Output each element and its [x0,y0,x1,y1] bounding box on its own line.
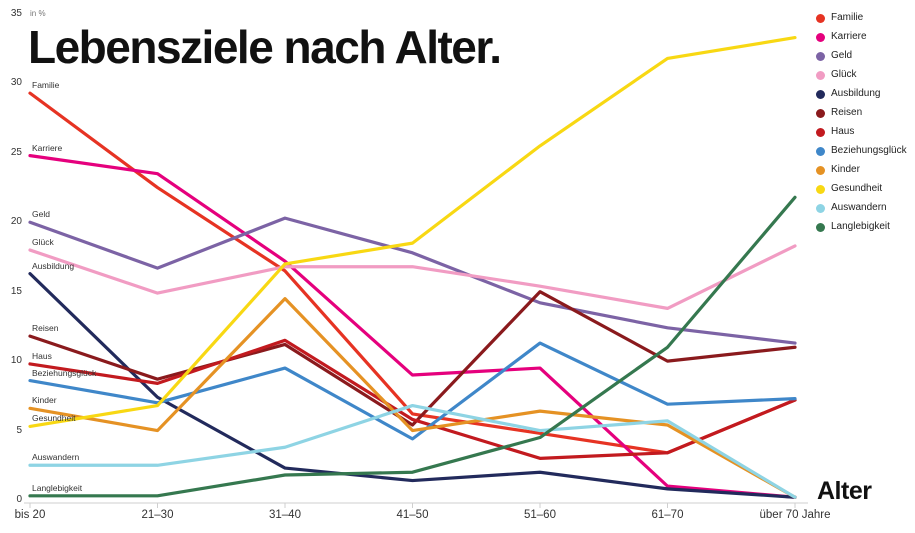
y-axis-tick-label: 20 [10,216,22,228]
legend-label: Geld [831,50,853,61]
y-axis-tick-label: 35 [10,8,22,19]
series-start-label-beziehungsglueck: Beziehungsglück [32,367,97,378]
legend-item-langlebigkeit: Langlebigkeit [816,222,907,232]
y-axis-tick-label: 10 [10,355,22,367]
legend-label: Beziehungsglück [831,145,907,156]
y-axis-tick-label: 30 [10,77,22,89]
legend-item-reisen: Reisen [816,108,907,118]
legend-label: Ausbildung [831,88,881,99]
legend-item-familie: Familie [816,13,907,23]
legend-dot-icon [816,146,825,156]
legend-dot-icon [816,222,825,232]
series-start-label-auswandern: Auswandern [32,452,80,463]
x-axis-label: 31–40 [269,509,301,521]
line-auswandern [28,403,797,499]
y-axis-tick-label: 15 [10,285,22,297]
series-start-label-gesundheit: Gesundheit [32,413,76,424]
legend-item-glueck: Glück [816,70,907,80]
line-geld [28,216,797,345]
legend-label: Reisen [831,107,863,118]
legend-item-beziehungsglueck: Beziehungsglück [816,146,907,156]
legend-item-karriere: Karriere [816,32,907,42]
x-axis-title: Alter [817,477,872,505]
x-axis-label: bis 20 [14,509,46,521]
x-axis-label: 41–50 [396,509,429,521]
legend-dot-icon [816,51,825,61]
legend-dot-icon [816,32,825,42]
legend-label: Gesundheit [831,183,883,194]
legend-label: Auswandern [831,202,887,213]
line-karriere [28,154,797,499]
y-axis-tick-label: 25 [10,146,22,158]
legend: Familie Karriere Geld Glück Ausbildung Reisen… [816,13,907,232]
series-start-label-geld: Geld [32,209,50,220]
x-axis-label: 51–60 [524,509,556,521]
line-gesundheit [28,36,797,429]
line-reisen [28,290,797,427]
series-start-label-karriere: Karriere [32,142,63,153]
line-glueck [28,244,797,310]
legend-dot-icon [816,184,825,194]
legend-dot-icon [816,127,825,137]
series-start-label-haus: Haus [32,350,52,361]
y-axis-tick-label: 5 [16,424,22,436]
legend-dot-icon [816,89,825,99]
x-axis-label: 61–70 [651,509,684,521]
series-start-label-kinder: Kinder [32,395,57,406]
line-ausbildung [28,272,797,499]
line-langlebigkeit [28,195,797,498]
line-familie [28,91,797,455]
chart-title: Lebensziele nach Alter. [28,21,502,73]
legend-label: Kinder [831,164,860,175]
series-start-label-glueck: Glück [32,237,54,248]
legend-item-geld: Geld [816,51,907,61]
y-axis-unit-label: in % [30,9,46,18]
series-start-label-langlebigkeit: Langlebigkeit [32,482,83,493]
legend-item-auswandern: Auswandern [816,203,907,213]
legend-dot-icon [816,108,825,118]
legend-dot-icon [816,70,825,80]
series-start-label-ausbildung: Ausbildung [32,260,75,271]
x-axis-label: 21–30 [141,509,174,521]
legend-dot-icon [816,203,825,213]
line-beziehungsglueck [28,341,797,441]
legend-dot-icon [816,165,825,175]
series-start-label-reisen: Reisen [32,323,59,334]
legend-label: Glück [831,69,857,80]
legend-label: Familie [831,12,864,23]
legend-item-gesundheit: Gesundheit [816,184,907,194]
legend-item-haus: Haus [816,127,907,137]
legend-label: Langlebigkeit [831,221,890,232]
series-start-label-familie: Familie [32,80,60,91]
legend-label: Karriere [831,31,867,42]
y-axis-tick-label: 0 [16,494,22,505]
x-axis-label: über 70 Jahre [759,509,831,521]
legend-label: Haus [831,126,855,137]
line-kinder [28,297,797,499]
legend-dot-icon [816,13,825,23]
legend-item-ausbildung: Ausbildung [816,89,907,99]
line-haus [28,338,797,460]
legend-item-kinder: Kinder [816,165,907,175]
